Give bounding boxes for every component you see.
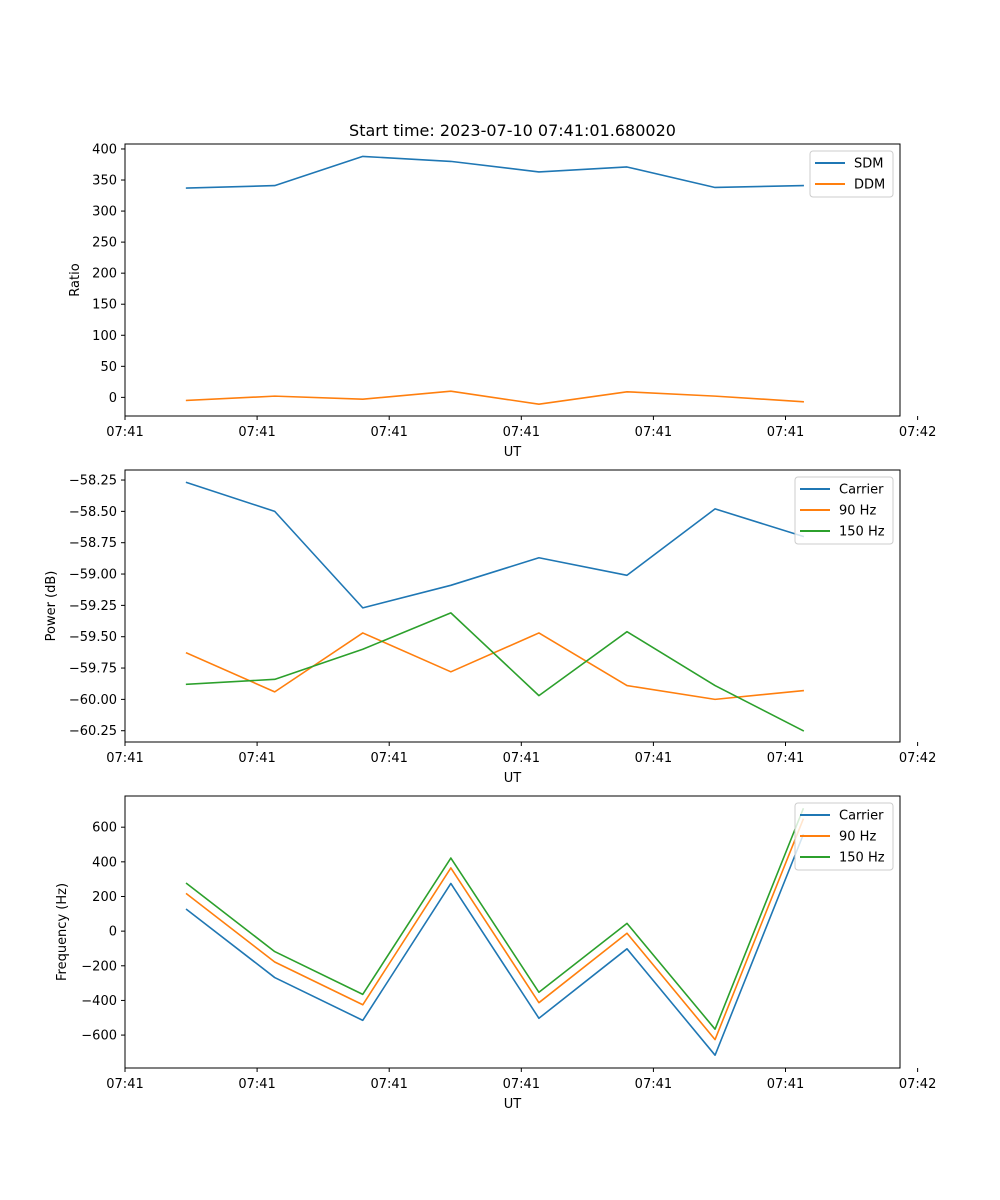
- x-tick-label: 07:41: [767, 425, 804, 440]
- y-tick-label: 250: [92, 236, 117, 251]
- y-tick-label: 400: [92, 142, 117, 157]
- series-line-150hz: [185, 612, 805, 732]
- y-axis-label: Power (dB): [44, 571, 59, 642]
- y-tick-label: 350: [92, 174, 117, 189]
- x-tick-label: 07:41: [635, 425, 672, 440]
- y-tick-label: −59.75: [69, 662, 117, 677]
- x-tick-label: 07:41: [503, 1077, 540, 1092]
- legend-label-150hz: 150 Hz: [839, 851, 885, 866]
- x-tick-label: 07:41: [106, 1077, 143, 1092]
- y-tick-label: −58.50: [69, 505, 117, 520]
- chart-title: Start time: 2023-07-10 07:41:01.680020: [349, 121, 676, 140]
- legend-label-carrier: Carrier: [839, 809, 884, 824]
- y-tick-label: −58.75: [69, 536, 117, 551]
- series-layer-ratio: [185, 155, 804, 406]
- x-tick-label: 07:41: [238, 751, 275, 766]
- x-tick-label: 07:41: [106, 751, 143, 766]
- axes-frame: [124, 143, 901, 417]
- legend-label-150hz: 150 Hz: [839, 525, 885, 540]
- legend-box: [794, 802, 894, 871]
- y-axis-label: Ratio: [68, 263, 83, 296]
- x-tick-label: 07:42: [899, 751, 936, 766]
- y-tick-label: −59.00: [69, 568, 117, 583]
- series-layer-frequency: [185, 807, 805, 1056]
- legend-label-carrier: Carrier: [839, 483, 884, 498]
- x-tick-label: 07:41: [370, 425, 407, 440]
- x-tick-label: 07:41: [106, 425, 143, 440]
- y-tick-label: 600: [92, 821, 117, 836]
- axes-frame: [124, 469, 901, 743]
- tick-layer-ratio: 07:41 07:41 07:41 07:41 07:41 07:41 07:42 0 50 10…: [92, 142, 936, 440]
- x-axis-label: UT: [504, 445, 522, 460]
- x-tick-label: 07:41: [238, 425, 275, 440]
- y-tick-label: −59.25: [69, 599, 117, 614]
- x-tick-label: 07:41: [370, 751, 407, 766]
- y-tick-label: −400: [81, 994, 117, 1009]
- y-tick-label: 200: [92, 890, 117, 905]
- y-tick-label: −60.00: [69, 693, 117, 708]
- y-tick-label: −58.25: [69, 474, 117, 489]
- x-axis-label: UT: [504, 1097, 522, 1112]
- x-tick-label: 07:41: [767, 751, 804, 766]
- y-tick-label: 0: [109, 391, 117, 406]
- series-line-carrier: [185, 481, 805, 609]
- legend: Carrier 90 Hz 150 Hz: [794, 802, 894, 871]
- y-tick-label: 100: [92, 329, 117, 344]
- series-line-90hz: [185, 632, 805, 701]
- axes-frame: [124, 795, 901, 1069]
- panel-power: 07:41 07:41 07:41 07:41 07:41 07:41 07:42 −60.2…: [44, 469, 936, 786]
- x-tick-label: 07:41: [635, 1077, 672, 1092]
- x-axis-label: UT: [504, 771, 522, 786]
- tick-layer-frequency: 07:41 07:41 07:41 07:41 07:41 07:41 07:42 −600 −…: [81, 821, 936, 1092]
- y-tick-label: 400: [92, 855, 117, 870]
- x-tick-label: 07:42: [899, 425, 936, 440]
- panel-frequency: 07:41 07:41 07:41 07:41 07:41 07:41 07:42 −600 −…: [55, 795, 936, 1112]
- series-layer-power: [185, 481, 805, 732]
- x-tick-label: 07:41: [503, 425, 540, 440]
- legend-label-90hz: 90 Hz: [839, 504, 876, 519]
- series-line-sdm: [185, 155, 804, 189]
- y-tick-label: 200: [92, 267, 117, 282]
- series-line-150hz: [185, 807, 805, 1030]
- x-tick-label: 07:41: [370, 1077, 407, 1092]
- y-tick-label: −200: [81, 959, 117, 974]
- x-tick-label: 07:41: [635, 751, 672, 766]
- legend-label-ddm: DDM: [854, 178, 885, 193]
- legend-label-90hz: 90 Hz: [839, 830, 876, 845]
- panel-ratio: Start time: 2023-07-10 07:41:01.680020 0…: [68, 121, 936, 460]
- series-line-ddm: [185, 390, 804, 406]
- series-line-carrier: [185, 833, 805, 1056]
- legend-label-sdm: SDM: [854, 157, 883, 172]
- y-tick-label: 300: [92, 205, 117, 220]
- y-tick-label: 50: [100, 360, 117, 375]
- y-tick-label: 150: [92, 298, 117, 313]
- y-tick-label: −60.25: [69, 724, 117, 739]
- x-tick-label: 07:42: [899, 1077, 936, 1092]
- legend: Carrier 90 Hz 150 Hz: [794, 476, 894, 545]
- series-line-90hz: [185, 818, 805, 1041]
- x-tick-label: 07:41: [238, 1077, 275, 1092]
- tick-layer-power: 07:41 07:41 07:41 07:41 07:41 07:41 07:42 −60.2…: [69, 474, 936, 766]
- x-tick-label: 07:41: [503, 751, 540, 766]
- legend: SDM DDM: [809, 150, 894, 198]
- y-axis-label: Frequency (Hz): [55, 883, 70, 981]
- y-tick-label: 0: [109, 925, 117, 940]
- legend-box: [794, 476, 894, 545]
- x-tick-label: 07:41: [767, 1077, 804, 1092]
- y-tick-label: −59.50: [69, 630, 117, 645]
- y-tick-label: −600: [81, 1029, 117, 1044]
